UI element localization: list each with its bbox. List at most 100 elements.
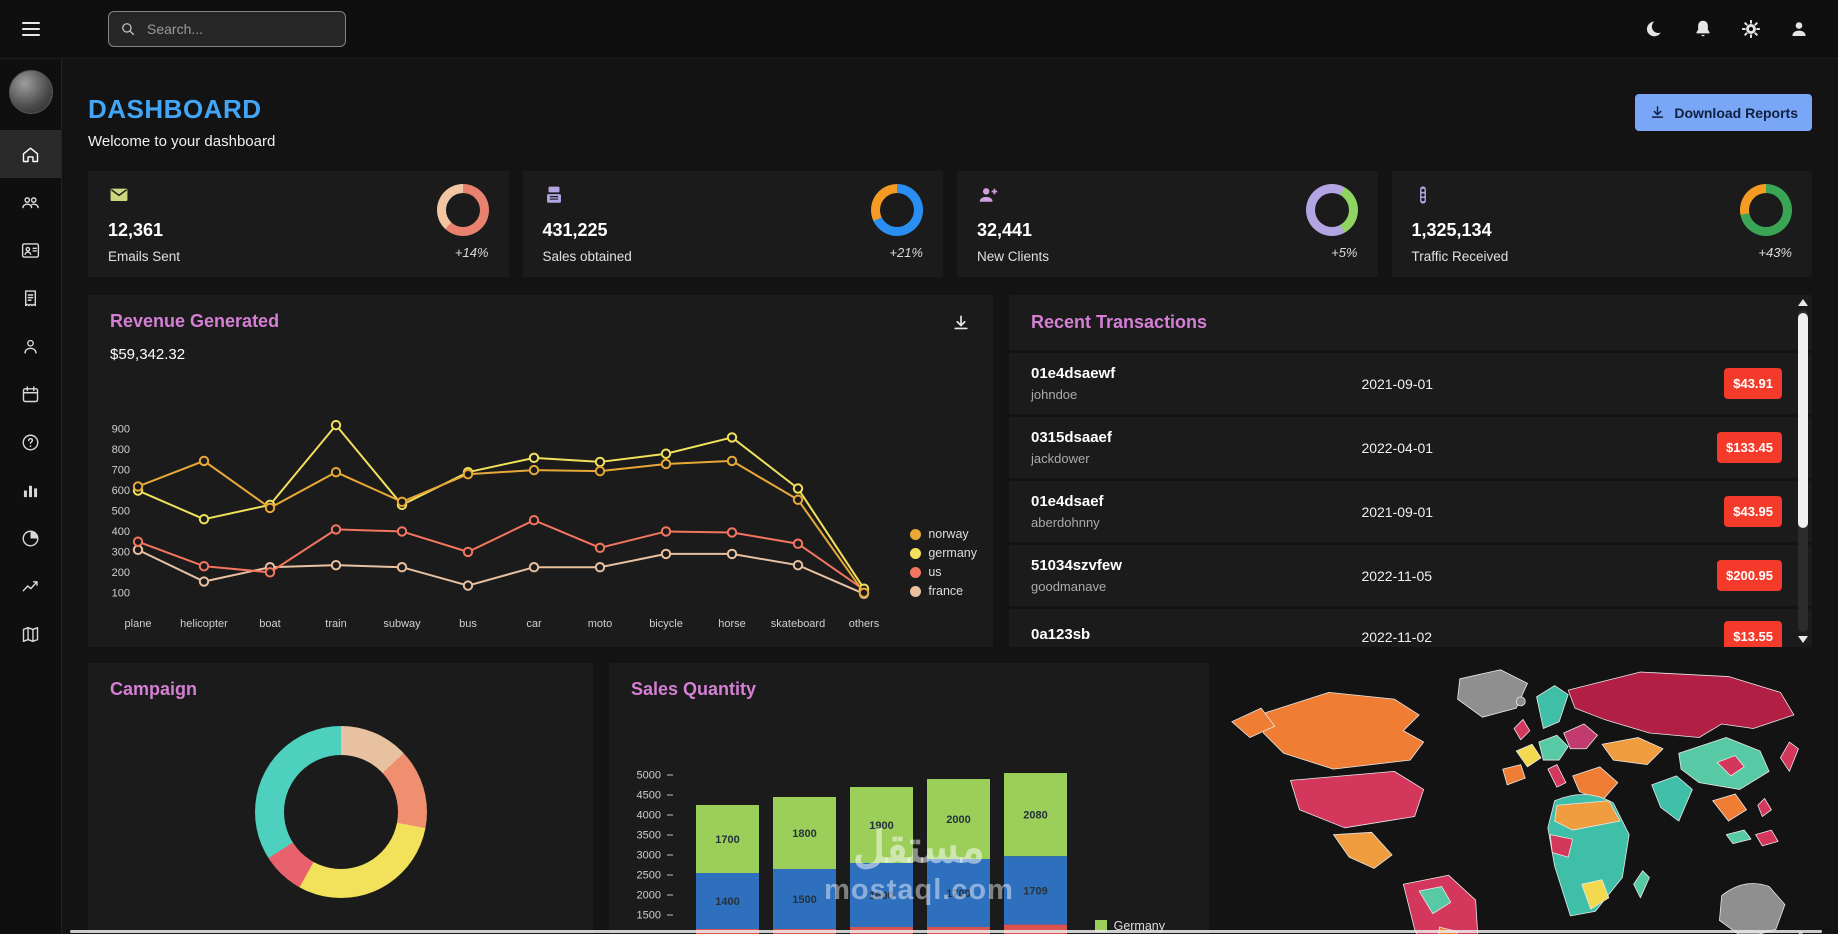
svg-text:horse: horse <box>718 618 746 630</box>
transaction-id: 01e4dsaewf <box>1031 365 1116 382</box>
svg-text:1800: 1800 <box>792 828 816 840</box>
sidebar-nav <box>0 130 61 658</box>
campaign-panel: Campaign <box>88 663 593 934</box>
bar-chart-icon <box>23 485 38 497</box>
svg-text:4000: 4000 <box>637 810 661 822</box>
sidebar-item-contacts[interactable] <box>0 226 61 274</box>
traffic-icon <box>1412 184 1509 211</box>
sidebar-item-pie-chart[interactable] <box>0 514 61 562</box>
transaction-amount-chip: $43.95 <box>1724 496 1782 527</box>
sales-title: Sales Quantity <box>631 679 757 699</box>
download-reports-button[interactable]: Download Reports <box>1635 94 1812 131</box>
svg-text:others: others <box>849 618 880 630</box>
sidebar-item-dashboard[interactable] <box>0 130 61 178</box>
stat-label: Sales obtained <box>542 249 632 264</box>
svg-text:plane: plane <box>125 618 152 630</box>
transaction-date: 2022-04-01 <box>1361 439 1434 456</box>
stat-value: 431,225 <box>542 219 608 240</box>
person-add-icon <box>977 184 1049 211</box>
transactions-title: Recent Transactions <box>1031 312 1208 332</box>
svg-text:600: 600 <box>112 485 130 497</box>
topbar <box>0 0 1838 59</box>
download-icon[interactable] <box>951 313 971 338</box>
sidebar-item-invoices[interactable] <box>0 274 61 322</box>
page-subtitle: Welcome to your dashboard <box>88 133 276 150</box>
transaction-user: jackdower <box>1031 451 1090 466</box>
gear-icon[interactable] <box>1740 18 1762 40</box>
sidebar-item-line-chart[interactable] <box>0 562 61 610</box>
campaign-donut-chart <box>254 726 427 898</box>
svg-text:1900: 1900 <box>869 820 893 832</box>
legend-swatch <box>910 547 922 559</box>
stat-value: 1,325,134 <box>1411 219 1492 240</box>
sidebar-item-geography[interactable] <box>0 610 61 658</box>
moon-icon[interactable] <box>1644 18 1666 40</box>
legend-label: norway <box>928 527 969 541</box>
sidebar-item-faq[interactable] <box>0 418 61 466</box>
stat-label: New Clients <box>977 249 1050 264</box>
search-box[interactable] <box>108 11 346 47</box>
transaction-amount-chip: $200.95 <box>1717 560 1782 591</box>
stat-value: 12,361 <box>108 219 164 240</box>
stat-delta: +14% <box>454 245 489 260</box>
svg-text:2500: 2500 <box>637 870 661 882</box>
svg-text:900: 900 <box>112 424 130 436</box>
sidebar-item-team[interactable] <box>0 178 61 226</box>
legend-swatch <box>1094 920 1107 932</box>
sidebar <box>0 58 62 934</box>
transaction-date: 2022-11-02 <box>1361 628 1433 645</box>
transaction-id: 51034szvfew <box>1031 557 1122 574</box>
transactions-list: 01e4dsaewf johndoe 2021-09-01 $43.91 0315dsa… <box>1009 353 1812 647</box>
sidebar-item-profile[interactable] <box>0 322 61 370</box>
stat-card-emails-sent: 12,361 Emails Sent +14% <box>88 171 509 277</box>
geography-panel <box>1225 663 1812 934</box>
legend-item: france <box>910 584 977 598</box>
email-icon <box>108 184 180 211</box>
download-icon <box>1652 106 1664 118</box>
scrollbar <box>1797 298 1809 644</box>
topbar-actions <box>1644 18 1838 40</box>
svg-text:4500: 4500 <box>637 790 661 802</box>
svg-text:1600: 1600 <box>869 890 893 902</box>
svg-text:5000: 5000 <box>637 770 661 782</box>
transaction-row: 0315dsaaef jackdower 2022-04-01 $133.45 <box>1009 417 1812 481</box>
transaction-row: 51034szvfew goodmanave 2022-11-05 $200.95 <box>1009 545 1812 609</box>
legend-item: germany <box>910 546 977 560</box>
calendar-icon <box>22 385 39 402</box>
sales-quantity-panel: Sales Quantity 5000 4500 4000 3500 3000 2500 2… <box>609 663 1209 934</box>
bell-icon[interactable] <box>1692 18 1714 40</box>
scroll-down-arrow-icon[interactable] <box>1798 636 1808 643</box>
people-icon <box>22 196 39 208</box>
revenue-panel: Revenue Generated $59,342.32 100 200 300 40… <box>88 295 993 647</box>
download-reports-label: Download Reports <box>1674 104 1798 121</box>
stat-card-sales-obtained: 431,225 Sales obtained +21% <box>522 171 943 277</box>
transaction-amount-chip: $43.91 <box>1724 368 1782 399</box>
page-title: DASHBOARD <box>88 94 262 124</box>
progress-circle <box>436 184 489 236</box>
stat-delta: +43% <box>1758 245 1792 260</box>
legend-label: Germany <box>1113 919 1165 933</box>
svg-text:800: 800 <box>112 444 130 456</box>
avatar[interactable] <box>8 70 53 114</box>
scroll-up-arrow-icon[interactable] <box>1798 299 1808 306</box>
horizontal-scrollbar[interactable] <box>70 930 1822 933</box>
transaction-date: 2021-09-01 <box>1361 503 1434 520</box>
scrollbar-thumb[interactable] <box>1798 313 1808 528</box>
legend-label: france <box>928 584 964 598</box>
help-icon <box>22 434 39 450</box>
svg-text:500: 500 <box>112 506 130 518</box>
svg-text:3000: 3000 <box>637 850 661 862</box>
sidebar-item-bar-chart[interactable] <box>0 466 61 514</box>
chart-legend: Germany <box>1094 919 1165 933</box>
search-input[interactable] <box>145 20 335 38</box>
menu-icon[interactable] <box>12 10 50 48</box>
sidebar-item-calendar[interactable] <box>0 370 61 418</box>
svg-text:moto: moto <box>588 618 612 630</box>
line-chart-icon <box>22 580 38 591</box>
transaction-date: 2022-11-05 <box>1361 567 1433 584</box>
legend-item: norway <box>910 527 977 541</box>
svg-text:2000: 2000 <box>637 890 661 902</box>
person-icon[interactable] <box>1788 18 1810 40</box>
transaction-row: 01e4dsaewf johndoe 2021-09-01 $43.91 <box>1009 353 1812 417</box>
progress-circle <box>1305 184 1358 236</box>
